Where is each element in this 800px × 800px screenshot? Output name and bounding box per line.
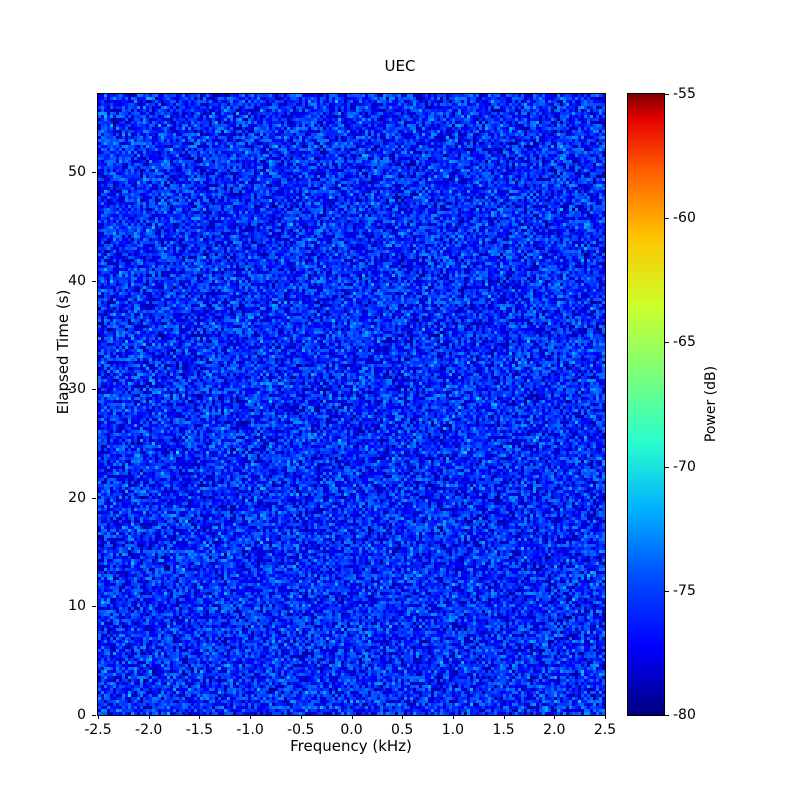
y-tick-label: 0 bbox=[77, 707, 86, 723]
colorbar-tick-label: -65 bbox=[673, 334, 696, 351]
y-tick-label: 40 bbox=[68, 272, 86, 289]
x-tick-mark bbox=[300, 715, 302, 719]
colorbar-tick-label: -60 bbox=[673, 210, 696, 227]
colorbar bbox=[627, 93, 665, 716]
colorbar-label: Power (dB) bbox=[703, 365, 719, 443]
colorbar-tick-label: -70 bbox=[673, 458, 696, 475]
x-tick-label: -1.5 bbox=[185, 722, 214, 738]
x-tick-mark bbox=[554, 715, 556, 719]
y-tick-mark bbox=[92, 715, 96, 716]
x-tick-mark bbox=[503, 715, 505, 719]
colorbar-tick-mark bbox=[665, 342, 669, 344]
x-tick-label: 1.5 bbox=[492, 722, 515, 738]
x-tick-mark bbox=[351, 715, 353, 719]
colorbar-tick-label: -55 bbox=[673, 86, 696, 102]
colorbar-tick-mark bbox=[665, 94, 669, 95]
x-tick-mark bbox=[199, 715, 201, 719]
y-tick-label: 20 bbox=[68, 489, 86, 506]
y-tick-label: 30 bbox=[68, 381, 86, 398]
x-tick-mark bbox=[605, 715, 606, 719]
x-tick-mark bbox=[452, 715, 454, 719]
colorbar-tick-mark bbox=[665, 715, 669, 716]
x-tick-label: 2.5 bbox=[593, 722, 617, 738]
colorbar-tick-mark bbox=[665, 590, 669, 592]
y-axis-label: Elapsed Time (s) bbox=[54, 289, 72, 415]
y-tick-mark bbox=[92, 280, 96, 282]
x-tick-mark bbox=[250, 715, 252, 719]
x-tick-label: -2.5 bbox=[84, 722, 112, 738]
x-tick-label: -1.0 bbox=[236, 722, 264, 738]
x-tick-mark bbox=[402, 715, 404, 719]
x-tick-label: 0.0 bbox=[340, 722, 363, 738]
colorbar-tick-label: -75 bbox=[673, 582, 696, 599]
y-tick-mark bbox=[92, 172, 96, 174]
y-tick-label: 50 bbox=[68, 164, 86, 181]
spectrogram-heatmap bbox=[98, 94, 605, 715]
colorbar-tick-label: -80 bbox=[673, 707, 696, 723]
x-axis-label: Frequency (kHz) bbox=[290, 737, 412, 755]
x-tick-label: 0.5 bbox=[391, 722, 414, 738]
x-tick-label: 1.0 bbox=[441, 722, 465, 738]
title-station: UEC bbox=[384, 57, 416, 75]
spectrogram-plot-area bbox=[97, 93, 606, 716]
colorbar-tick-mark bbox=[665, 466, 669, 468]
y-tick-mark bbox=[92, 497, 96, 499]
colorbar-tick-mark bbox=[665, 218, 669, 220]
x-tick-mark bbox=[98, 715, 99, 719]
x-tick-mark bbox=[148, 715, 150, 719]
y-tick-label: 10 bbox=[68, 598, 86, 615]
x-tick-label: -0.5 bbox=[287, 722, 315, 738]
x-tick-label: 2.0 bbox=[543, 722, 566, 738]
y-tick-mark bbox=[92, 606, 96, 608]
colorbar-gradient bbox=[628, 94, 664, 715]
y-tick-mark bbox=[92, 389, 96, 391]
x-tick-label: -2.0 bbox=[135, 722, 163, 738]
